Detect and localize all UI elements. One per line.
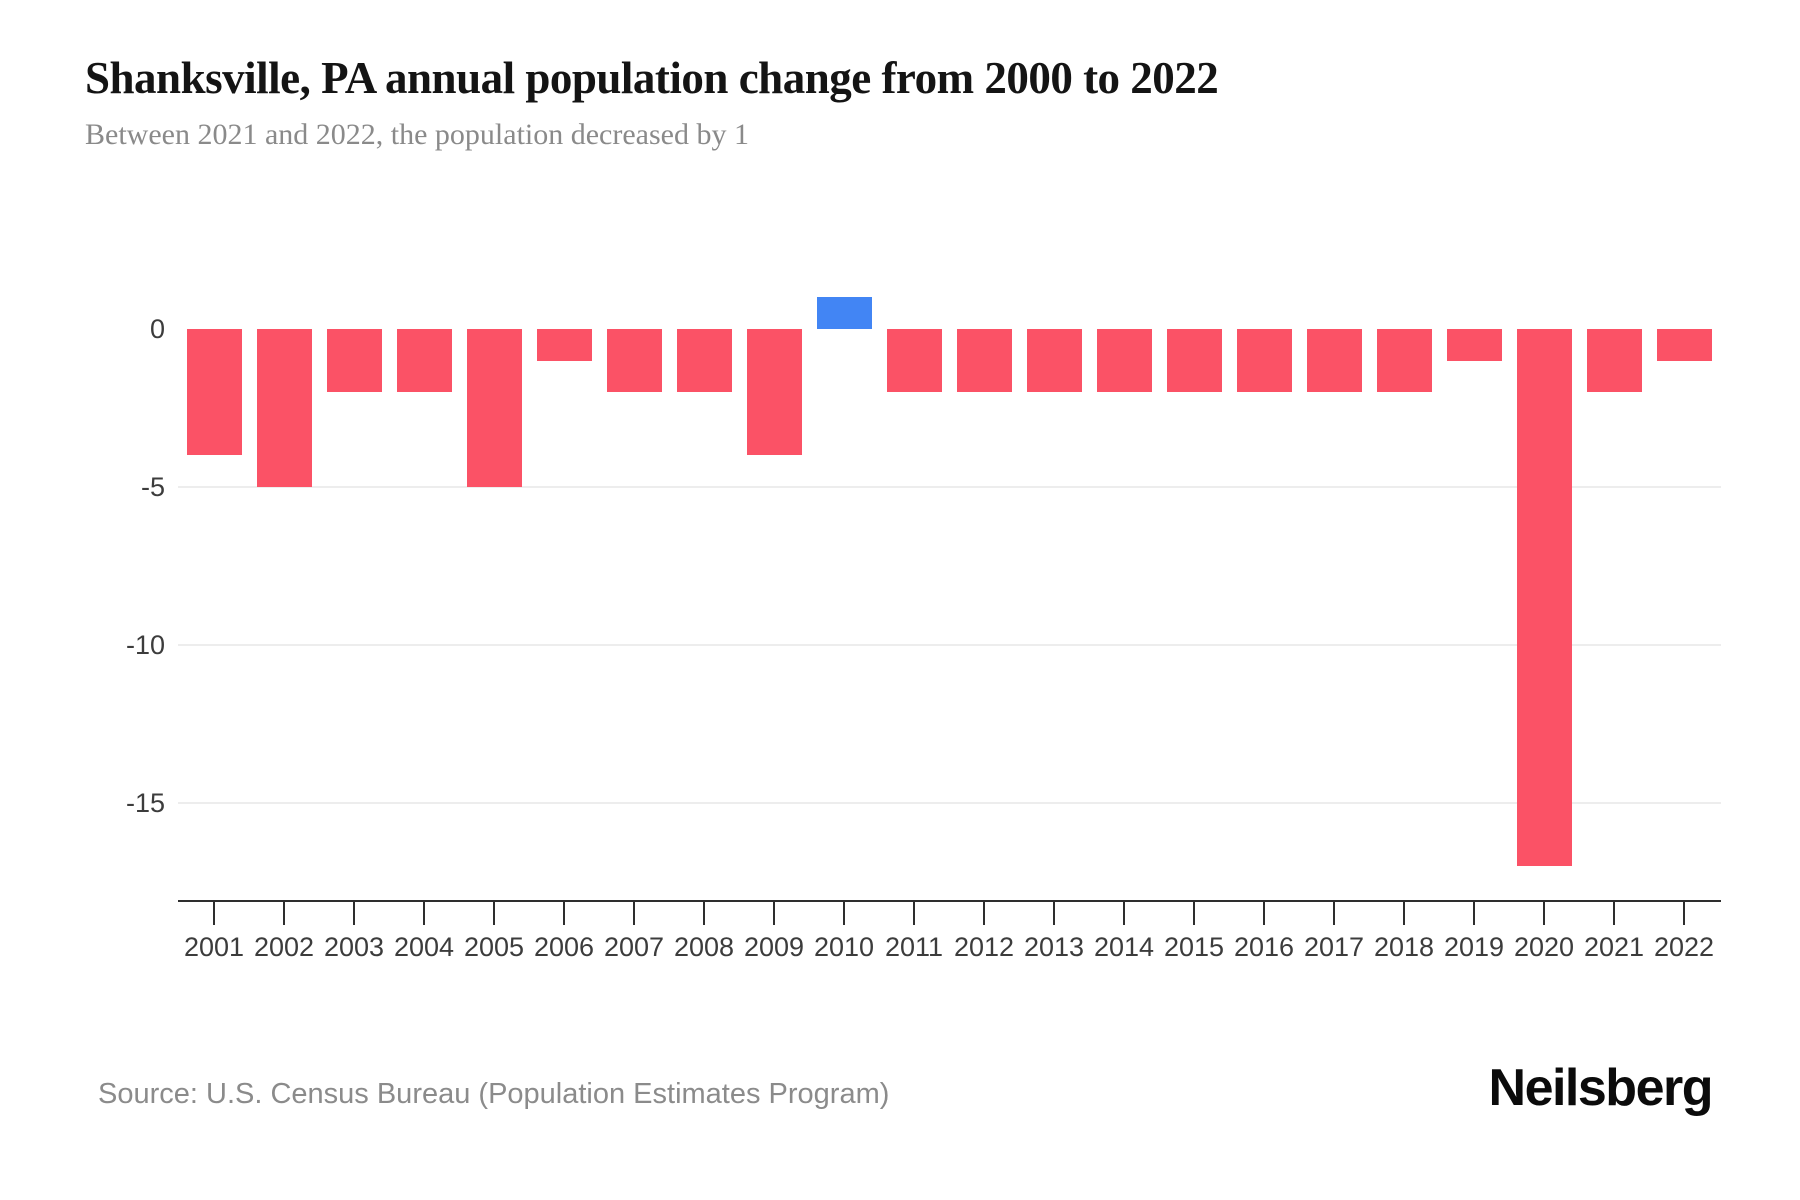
x-axis-label-2022: 2022 (1653, 932, 1715, 962)
x-axis-label-2019: 2019 (1443, 932, 1505, 962)
x-axis-tick-2008 (703, 900, 705, 925)
x-axis-label-2016: 2016 (1233, 932, 1295, 962)
x-axis-label-2013: 2013 (1023, 932, 1085, 962)
bar-2016[interactable] (1237, 329, 1292, 392)
x-axis-label-2017: 2017 (1303, 932, 1365, 962)
x-axis-label-2020: 2020 (1513, 932, 1575, 962)
bar-2003[interactable] (327, 329, 382, 392)
x-axis-label-2003: 2003 (323, 932, 385, 962)
x-axis-tick-2012 (983, 900, 985, 925)
x-axis-tick-2001 (213, 900, 215, 925)
x-axis-label-2021: 2021 (1583, 932, 1645, 962)
gridline-y--10 (178, 644, 1721, 646)
bar-2011[interactable] (887, 329, 942, 392)
x-axis-label-2009: 2009 (743, 932, 805, 962)
x-axis-label-2005: 2005 (463, 932, 525, 962)
x-axis-tick-2017 (1333, 900, 1335, 925)
x-axis-tick-2007 (633, 900, 635, 925)
x-axis-tick-2019 (1473, 900, 1475, 925)
bar-2004[interactable] (397, 329, 452, 392)
bar-2012[interactable] (957, 329, 1012, 392)
bar-2019[interactable] (1447, 329, 1502, 361)
bar-2018[interactable] (1377, 329, 1432, 392)
bar-2013[interactable] (1027, 329, 1082, 392)
y-axis-tick-label: -10 (125, 630, 165, 660)
x-axis-tick-2016 (1263, 900, 1265, 925)
bar-2008[interactable] (677, 329, 732, 392)
x-axis-tick-2004 (423, 900, 425, 925)
x-axis-tick-2014 (1123, 900, 1125, 925)
x-axis-label-2012: 2012 (953, 932, 1015, 962)
bar-2022[interactable] (1657, 329, 1712, 361)
x-axis-tick-2006 (563, 900, 565, 925)
x-axis-tick-2010 (843, 900, 845, 925)
bar-2007[interactable] (607, 329, 662, 392)
x-axis-label-2014: 2014 (1093, 932, 1155, 962)
bar-2014[interactable] (1097, 329, 1152, 392)
x-axis-label-2001: 2001 (183, 932, 245, 962)
bar-2010[interactable] (817, 297, 872, 329)
x-axis-line (178, 900, 1721, 902)
x-axis-label-2006: 2006 (533, 932, 595, 962)
x-axis-tick-2022 (1683, 900, 1685, 925)
x-axis-tick-2005 (493, 900, 495, 925)
x-axis-tick-2002 (283, 900, 285, 925)
x-axis-label-2004: 2004 (393, 932, 455, 962)
x-axis-tick-2011 (913, 900, 915, 925)
gridline-y--5 (178, 486, 1721, 488)
bar-2001[interactable] (187, 329, 242, 455)
neilsberg-logo: Neilsberg (1488, 1059, 1714, 1117)
y-axis-tick-label: 0 (149, 314, 165, 344)
bar-2015[interactable] (1167, 329, 1222, 392)
x-axis-label-2002: 2002 (253, 932, 315, 962)
x-axis-tick-2020 (1543, 900, 1545, 925)
x-axis-tick-2003 (353, 900, 355, 925)
x-axis-label-2015: 2015 (1163, 932, 1225, 962)
x-axis-label-2010: 2010 (813, 932, 875, 962)
x-axis-tick-2009 (773, 900, 775, 925)
x-axis-tick-2013 (1053, 900, 1055, 925)
bar-2005[interactable] (467, 329, 522, 487)
x-axis-tick-2021 (1613, 900, 1615, 925)
x-axis-label-2011: 2011 (884, 932, 944, 962)
x-axis-label-2008: 2008 (673, 932, 735, 962)
x-axis-tick-2018 (1403, 900, 1405, 925)
bar-2002[interactable] (257, 329, 312, 487)
source-note: Source: U.S. Census Bureau (Population E… (98, 1078, 890, 1110)
bar-2020[interactable] (1517, 329, 1572, 866)
bar-2006[interactable] (537, 329, 592, 361)
bar-2009[interactable] (747, 329, 802, 455)
bar-2017[interactable] (1307, 329, 1362, 392)
bar-2021[interactable] (1587, 329, 1642, 392)
chart-title: Shanksville, PA annual population change… (85, 53, 1219, 103)
chart-subtitle: Between 2021 and 2022, the population de… (85, 118, 749, 151)
x-axis-label-2007: 2007 (603, 932, 665, 962)
y-axis-tick-label: -5 (140, 472, 165, 502)
x-axis-tick-2015 (1193, 900, 1195, 925)
y-axis-tick-label: -15 (125, 788, 165, 818)
x-axis-label-2018: 2018 (1373, 932, 1435, 962)
gridline-y--15 (178, 802, 1721, 804)
